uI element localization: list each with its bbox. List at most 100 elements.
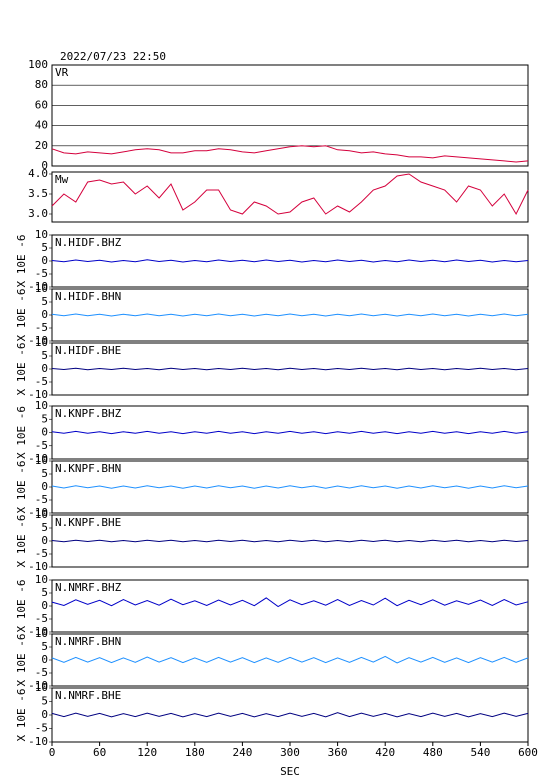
y-tick-label: 40 bbox=[35, 119, 48, 132]
x-tick-label: 300 bbox=[280, 746, 300, 759]
y-tick-label: 5 bbox=[41, 412, 48, 425]
panel-frame bbox=[51, 288, 529, 342]
panel-label: N.KNPF.BHE bbox=[55, 516, 121, 529]
y-tick-label: -5 bbox=[35, 547, 48, 560]
y-tick-label: 0 bbox=[41, 362, 48, 375]
y-tick-label: -5 bbox=[35, 439, 48, 452]
y-tick-label: 0 bbox=[41, 534, 48, 547]
y-tick-label: -5 bbox=[35, 375, 48, 388]
x-tick-label: 0 bbox=[49, 746, 56, 759]
panel-label: N.HIDF.BHE bbox=[55, 344, 121, 357]
panel-frame bbox=[51, 687, 529, 743]
y-axis-label: X 10E -6 bbox=[15, 461, 28, 514]
panel-label: N.HIDF.BHZ bbox=[55, 236, 122, 249]
y-tick-label: -10 bbox=[28, 679, 48, 692]
x-tick-label: 60 bbox=[93, 746, 106, 759]
x-tick-label: 420 bbox=[375, 746, 395, 759]
y-tick-label: -10 bbox=[28, 735, 48, 748]
y-axis-label: X 10E -6 bbox=[15, 634, 28, 687]
panel-label: Mw bbox=[55, 173, 69, 186]
y-tick-label: -5 bbox=[35, 321, 48, 334]
y-tick-label: 10 bbox=[35, 282, 48, 295]
trace bbox=[51, 539, 529, 543]
trace bbox=[51, 173, 529, 216]
y-axis-label: X 10E -6 bbox=[15, 689, 28, 742]
x-tick-label: 600 bbox=[518, 746, 538, 759]
panel-label: N.NMRF.BHN bbox=[55, 635, 121, 648]
y-tick-label: -5 bbox=[35, 267, 48, 280]
y-tick-label: 4.0 bbox=[28, 167, 48, 180]
x-tick-label: 540 bbox=[470, 746, 490, 759]
y-tick-label: 5 bbox=[41, 695, 48, 708]
panel-frame bbox=[51, 171, 529, 223]
trace bbox=[51, 597, 529, 608]
panel-frame bbox=[51, 405, 529, 460]
panel-frame bbox=[51, 633, 529, 687]
x-tick-label: 240 bbox=[232, 746, 252, 759]
y-tick-label: 10 bbox=[35, 399, 48, 412]
y-tick-label: 5 bbox=[41, 640, 48, 653]
panel-frame bbox=[51, 64, 529, 167]
y-tick-label: -10 bbox=[28, 452, 48, 465]
y-tick-label: 5 bbox=[41, 586, 48, 599]
y-tick-label: 0 bbox=[41, 308, 48, 321]
y-tick-label: 5 bbox=[41, 241, 48, 254]
trace bbox=[51, 313, 529, 317]
y-tick-label: -10 bbox=[28, 506, 48, 519]
x-tick-label: 480 bbox=[423, 746, 443, 759]
y-tick-label: 0 bbox=[41, 159, 48, 172]
y-tick-label: 10 bbox=[35, 336, 48, 349]
y-tick-label: 100 bbox=[28, 58, 48, 71]
y-tick-label: -5 bbox=[35, 612, 48, 625]
panel-label: N.HIDF.BHN bbox=[55, 290, 121, 303]
y-axis-label: X 10E -6 bbox=[15, 515, 28, 568]
y-axis-label: X 10E -6 bbox=[15, 289, 28, 342]
y-tick-label: 10 bbox=[35, 454, 48, 467]
y-tick-label: 0 bbox=[41, 480, 48, 493]
y-tick-label: 10 bbox=[35, 508, 48, 521]
y-tick-label: 10 bbox=[35, 681, 48, 694]
y-tick-label: -10 bbox=[28, 560, 48, 573]
trace bbox=[51, 367, 529, 371]
y-tick-label: 10 bbox=[35, 627, 48, 640]
y-tick-label: -10 bbox=[28, 625, 48, 638]
y-tick-label: 5 bbox=[41, 467, 48, 480]
panel-frame bbox=[51, 460, 529, 514]
y-tick-label: 60 bbox=[35, 98, 48, 111]
panel-frame bbox=[51, 579, 529, 633]
y-tick-label: 10 bbox=[35, 228, 48, 241]
panel-label: N.NMRF.BHE bbox=[55, 689, 121, 702]
y-tick-label: 0 bbox=[41, 426, 48, 439]
y-tick-label: 80 bbox=[35, 78, 48, 91]
y-tick-label: -10 bbox=[28, 280, 48, 293]
trace bbox=[51, 712, 529, 718]
panel-label: N.NMRF.BHZ bbox=[55, 581, 122, 594]
panel-label: N.KNPF.BHZ bbox=[55, 407, 122, 420]
y-tick-label: -10 bbox=[28, 334, 48, 347]
chart-title: 2022/07/23 22:50 bbox=[60, 50, 166, 63]
y-axis-label: X 10E -6 bbox=[15, 406, 28, 459]
y-tick-label: 0 bbox=[41, 254, 48, 267]
y-tick-label: -5 bbox=[35, 493, 48, 506]
y-tick-label: -5 bbox=[35, 666, 48, 679]
trace bbox=[51, 485, 529, 489]
trace bbox=[51, 259, 529, 263]
x-tick-label: 180 bbox=[185, 746, 205, 759]
y-tick-label: 20 bbox=[35, 139, 48, 152]
panel-label: N.KNPF.BHN bbox=[55, 462, 121, 475]
y-tick-label: -5 bbox=[35, 722, 48, 735]
y-axis-label: X 10E -6 bbox=[15, 580, 28, 633]
y-axis-label: X 10E -6 bbox=[15, 343, 28, 396]
y-axis-label: X 10E -6 bbox=[15, 235, 28, 288]
x-tick-label: 120 bbox=[137, 746, 157, 759]
y-tick-label: 5 bbox=[41, 295, 48, 308]
x-axis-label: SEC bbox=[280, 765, 300, 778]
trace bbox=[51, 655, 529, 664]
trace bbox=[51, 430, 529, 435]
y-tick-label: -10 bbox=[28, 388, 48, 401]
panel-label: VR bbox=[55, 66, 69, 79]
x-tick-label: 360 bbox=[328, 746, 348, 759]
y-tick-label: 0 bbox=[41, 599, 48, 612]
